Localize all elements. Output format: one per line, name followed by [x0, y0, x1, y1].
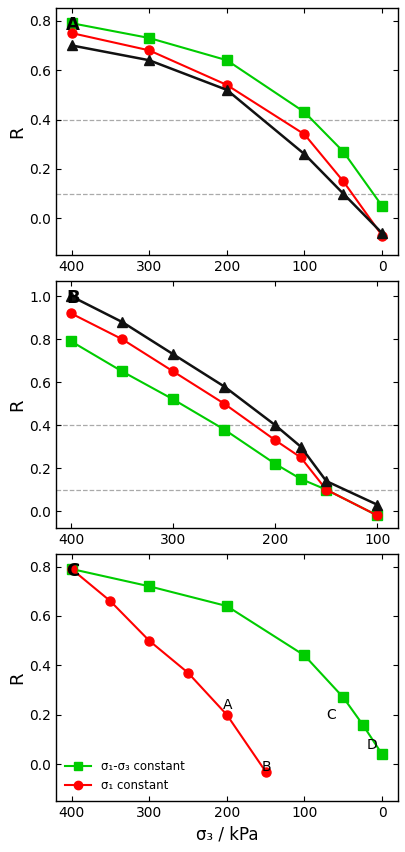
Text: A: A — [222, 699, 232, 712]
Text: B: B — [261, 760, 271, 774]
Text: B: B — [66, 289, 80, 307]
Legend: σ₁-σ₃ constant, σ₁ constant: σ₁-σ₃ constant, σ₁ constant — [62, 757, 188, 796]
Y-axis label: R: R — [9, 399, 26, 411]
Y-axis label: R: R — [9, 125, 26, 138]
Y-axis label: R: R — [9, 671, 26, 684]
Text: A: A — [66, 15, 80, 34]
Text: C: C — [326, 708, 335, 722]
X-axis label: σ₃ / kPa: σ₃ / kPa — [195, 826, 258, 843]
Text: D: D — [366, 738, 376, 751]
Text: C: C — [66, 561, 79, 579]
